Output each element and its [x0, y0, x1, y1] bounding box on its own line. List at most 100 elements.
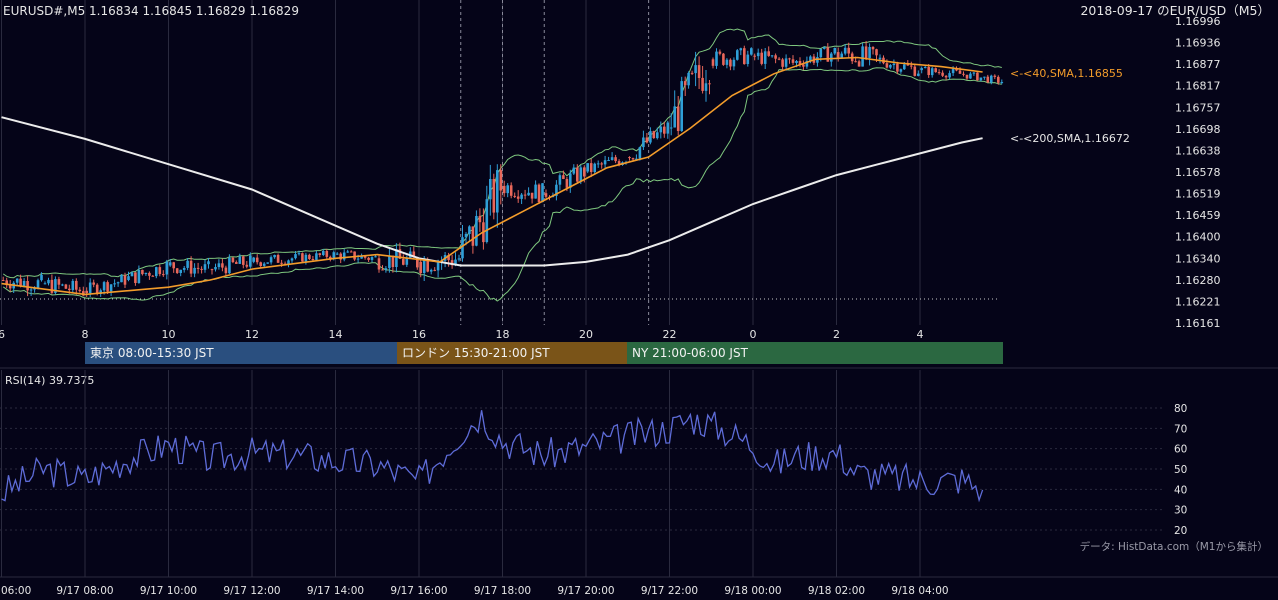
candle-body [280, 262, 283, 264]
hour-axis-label: 16 [412, 328, 426, 341]
candle-body [325, 251, 329, 257]
candle-body [203, 264, 207, 270]
candle-body [99, 290, 102, 294]
candle-body [273, 255, 276, 258]
candle-body [642, 137, 645, 148]
candle-body [144, 272, 148, 274]
candle-body [701, 77, 704, 91]
price-axis-label: 1.16877 [1175, 58, 1221, 71]
candle-body [917, 73, 920, 76]
time-axis-label: 9/17 18:00 [474, 585, 531, 597]
candle-body [750, 48, 753, 55]
candle-body [255, 257, 259, 263]
candle-body [826, 47, 830, 62]
hour-axis: 6 8 10 12 14 16 18 20 22 0 2 4 [0, 328, 924, 341]
time-axis-label: 9/17 12:00 [223, 585, 280, 597]
candle-body [95, 284, 99, 294]
candle-body [322, 251, 325, 255]
candle-body [951, 68, 955, 74]
candle-body [986, 76, 990, 83]
candle-body [763, 51, 767, 64]
bollinger-upper [2, 28, 1002, 279]
candle-body [923, 67, 927, 69]
candle-body [694, 65, 697, 74]
candle-body [736, 50, 739, 60]
candle-body [628, 157, 631, 159]
candle-body [252, 257, 255, 262]
candle-body [454, 259, 457, 266]
candle-body [339, 253, 342, 260]
candle-body [958, 70, 962, 74]
hour-axis-label: 18 [496, 328, 510, 341]
session-divider-lines [460, 0, 650, 325]
candle-body [687, 72, 690, 86]
candle-body [329, 256, 332, 259]
candle-body [419, 261, 422, 274]
candle-body [669, 127, 673, 129]
sma200-label: <-<200,SMA,1.16672 [1010, 132, 1130, 145]
candle-body [864, 46, 868, 59]
candle-body [722, 53, 725, 65]
candle-body [805, 60, 809, 67]
candle-body [54, 279, 57, 293]
time-axis-label: 9/17 20:00 [557, 585, 614, 597]
candle-body [840, 53, 843, 58]
candle-body [614, 157, 617, 162]
candle-body [402, 258, 405, 265]
hour-axis-label: 8 [82, 328, 89, 341]
candle-body [523, 194, 527, 196]
candle-body [88, 282, 92, 294]
candle-body [617, 161, 621, 165]
price-axis-label: 1.16340 [1175, 252, 1221, 265]
candle-body [162, 274, 165, 276]
candle-body [767, 51, 770, 56]
candle-body [910, 65, 913, 67]
candle-body [475, 216, 478, 246]
candle-body [29, 289, 33, 291]
candle-body [447, 255, 450, 261]
time-axis-label: 9/17 16:00 [390, 585, 447, 597]
candle-body [148, 272, 151, 276]
candle-body [833, 48, 837, 54]
candle-body [182, 268, 186, 270]
candle-body [673, 106, 676, 128]
candle-body [610, 157, 614, 160]
candle-body [189, 260, 193, 274]
candle-body [878, 57, 882, 60]
candle-body [934, 68, 937, 73]
candle-body [422, 260, 426, 273]
candle-body [760, 52, 763, 64]
rsi-panel[interactable]: RSI(14) 39.7375 80 70 60 50 40 30 20 データ: Hist… [0, 370, 1268, 577]
candle-body [388, 255, 391, 269]
candle-body [756, 52, 760, 57]
candle-body [836, 52, 840, 58]
sma40-line [1, 56, 983, 296]
candle-body [906, 64, 910, 66]
session-tokyo-label: 東京 08:00-15:30 JST [90, 346, 214, 360]
price-axis-label: 1.16698 [1175, 123, 1221, 136]
candle-body [78, 289, 82, 292]
candle-body [290, 258, 294, 261]
candle-body [381, 269, 384, 271]
candle-body [47, 279, 50, 284]
sma200-line [1, 116, 983, 267]
candle-body [680, 81, 683, 131]
candle-body [997, 76, 1000, 83]
price-axis-label: 1.16936 [1175, 37, 1221, 50]
candle-body [562, 175, 565, 179]
candle-body [269, 257, 273, 263]
price-panel[interactable]: EURUSD#,M5 1.16834 1.16845 1.16829 1.168… [0, 0, 1270, 341]
candle-body [725, 59, 729, 65]
candle-body [569, 173, 572, 188]
candle-body [509, 185, 513, 196]
candle-body [5, 280, 8, 286]
candle-body [586, 163, 589, 172]
vertical-grid [1, 0, 921, 325]
candle-body [287, 260, 290, 265]
candle-body [374, 256, 377, 258]
candle-body [649, 131, 652, 143]
session-tokyo [85, 342, 397, 364]
candle-body [948, 73, 951, 78]
candle-body [64, 284, 68, 289]
candle-body [861, 46, 864, 67]
